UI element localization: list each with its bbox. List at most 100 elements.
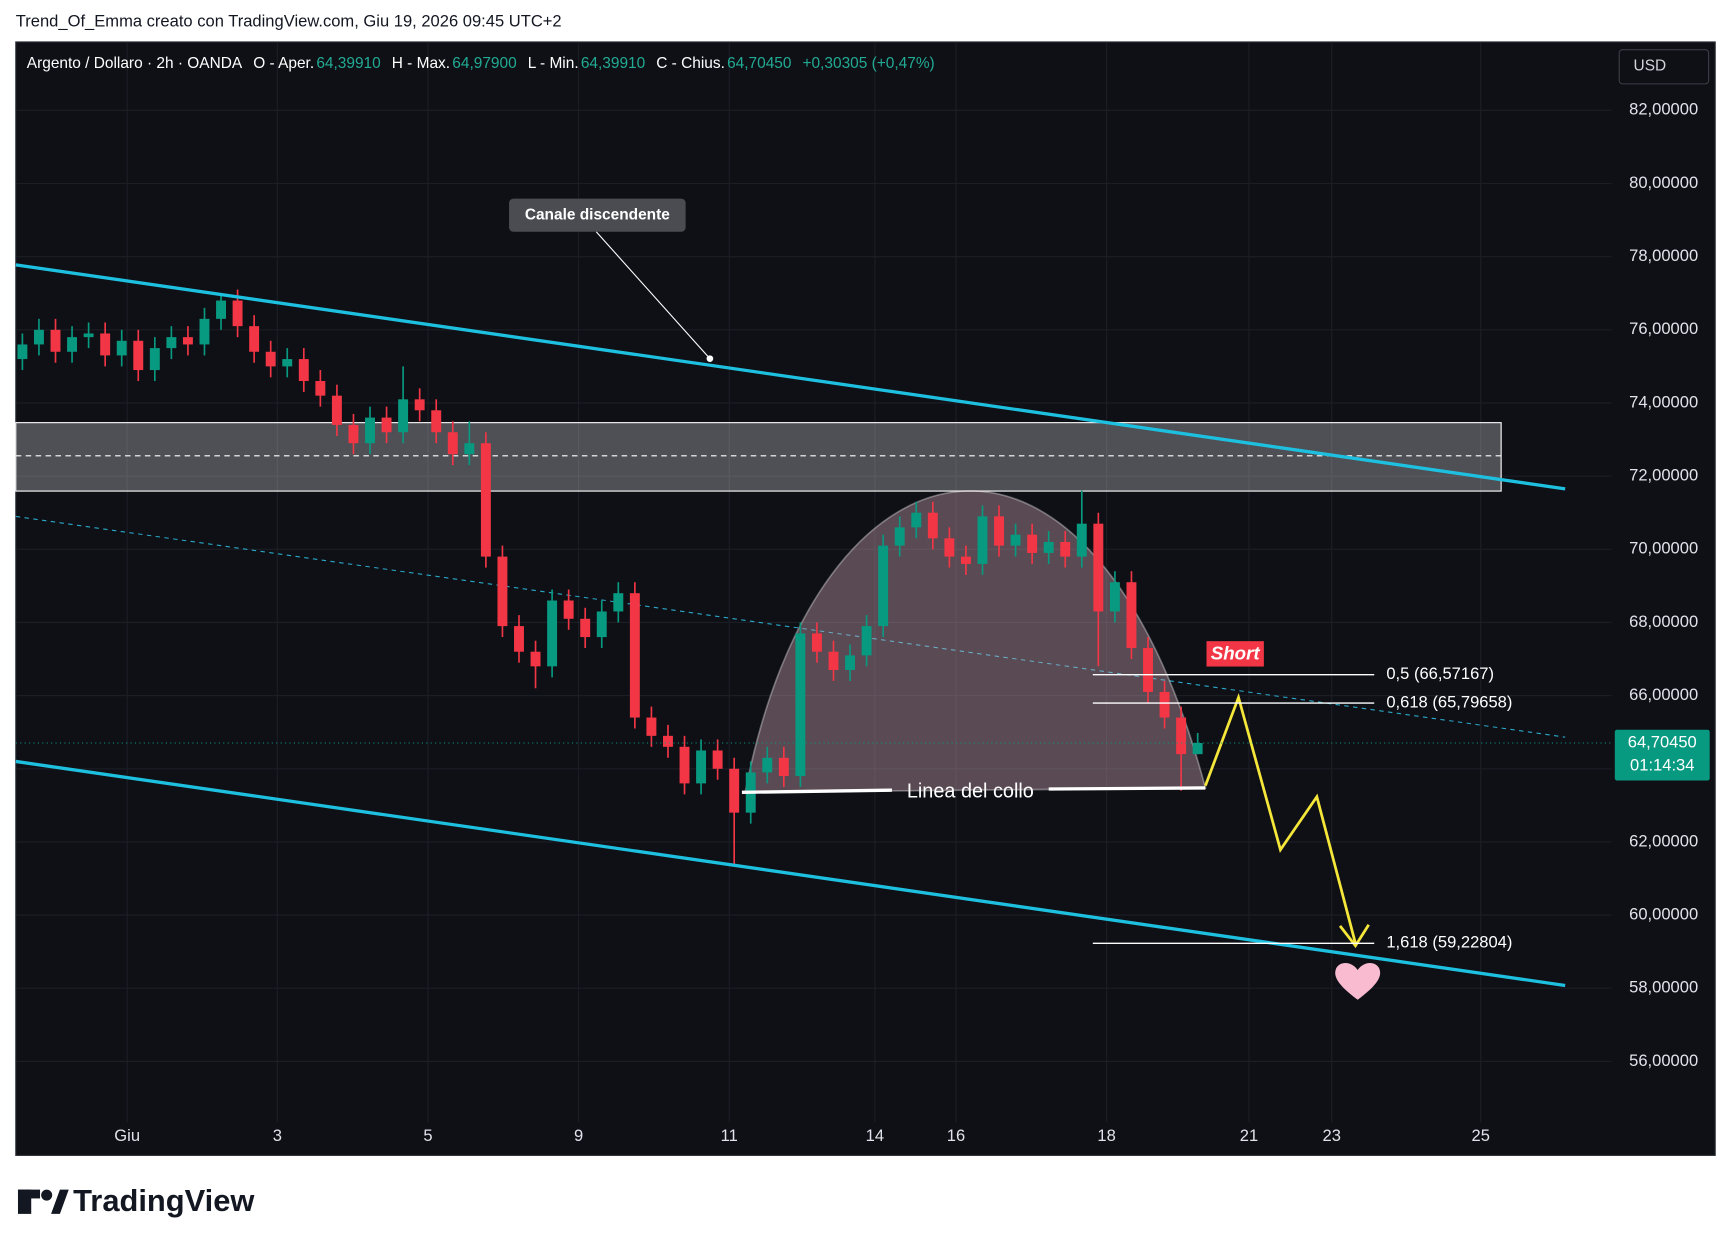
rounded-top xyxy=(744,490,1207,794)
candle-body xyxy=(282,359,293,367)
ohlc-value: 64,39910 xyxy=(581,55,645,72)
candle-body xyxy=(547,600,558,667)
candle-body xyxy=(1126,582,1137,649)
drawings xyxy=(15,422,1566,794)
ohlc-value: 64,97900 xyxy=(452,55,516,72)
candle-body xyxy=(133,340,144,371)
heart xyxy=(1335,962,1381,1000)
legend: Argento / Dollaro · 2h · OANDA O - Aper. 6… xyxy=(27,55,935,72)
projection-path xyxy=(1204,692,1357,944)
x-tick-label: 9 xyxy=(574,1126,583,1145)
chart-frame xyxy=(15,41,1716,1156)
y-tick-label: 82,00000 xyxy=(1629,100,1698,119)
candle-body xyxy=(629,593,640,718)
currency-button[interactable] xyxy=(1618,49,1710,85)
brand: TradingView xyxy=(73,1183,255,1218)
price-axis: 56,0000058,0000060,0000062,0000064,00000… xyxy=(15,100,1710,1145)
candle-body xyxy=(166,337,177,349)
change: +0,30305 (+0,47%) xyxy=(803,55,935,72)
y-tick-label: 70,00000 xyxy=(1629,539,1698,558)
candle-body xyxy=(100,333,111,356)
y-tick-label: 78,00000 xyxy=(1629,246,1698,265)
fib-levels: 0,5 (66,57167) 0,618 (65,79658) 1,618 (59,… xyxy=(1092,664,1512,952)
candle-body xyxy=(331,395,342,425)
currency[interactable]: USD xyxy=(1634,57,1667,74)
neckline xyxy=(741,788,893,794)
logo-part xyxy=(17,1189,41,1199)
signal-label: Short xyxy=(1211,642,1261,663)
candle-body xyxy=(696,750,707,784)
y-tick-label: 68,00000 xyxy=(1629,612,1698,631)
y-tick-label: 72,00000 xyxy=(1629,466,1698,485)
candle-body xyxy=(778,757,789,777)
y-tick-label: 66,00000 xyxy=(1629,685,1698,704)
last-price-tag xyxy=(1614,729,1710,781)
neckline-label: Linea del collo xyxy=(907,781,1034,803)
candle-body xyxy=(977,516,988,564)
caption: Trend_Of_Emma creato con TradingView.com… xyxy=(16,11,562,30)
candle-body xyxy=(811,633,822,652)
candle-body xyxy=(497,556,508,627)
x-tick-label: 3 xyxy=(273,1126,282,1145)
candle-body xyxy=(828,651,839,670)
candle-body xyxy=(994,516,1004,546)
candle-body xyxy=(1192,742,1203,755)
x-tick-label: 23 xyxy=(1323,1126,1341,1145)
candle-body xyxy=(348,424,359,444)
candle-body xyxy=(663,735,673,747)
candle-body xyxy=(1159,691,1170,718)
brand-logo xyxy=(17,1189,69,1214)
candle-body xyxy=(911,512,922,528)
candle-body xyxy=(464,443,475,455)
y-tick-label: 62,00000 xyxy=(1629,831,1698,850)
candle-body xyxy=(878,545,889,627)
ohlc-key: L - Min. xyxy=(528,55,579,72)
candle-body xyxy=(315,381,326,396)
x-tick-label: 5 xyxy=(423,1126,432,1145)
candle-body xyxy=(861,626,872,656)
symbol: Argento / Dollaro · 2h · OANDA xyxy=(27,55,243,72)
fib-label: 1,618 (59,22804) xyxy=(1386,933,1512,952)
candle-body xyxy=(67,337,78,352)
candle-body xyxy=(1109,582,1120,612)
candles xyxy=(17,289,1203,864)
candle-body xyxy=(447,432,458,455)
x-tick-label: 21 xyxy=(1240,1126,1258,1145)
fib-label: 0,5 (66,57167) xyxy=(1386,664,1494,683)
candle-body xyxy=(1093,523,1104,612)
candle-body xyxy=(199,318,210,345)
x-tick-label: 14 xyxy=(866,1126,884,1145)
candle-body xyxy=(381,417,392,433)
candle-body xyxy=(182,337,193,345)
candle-body xyxy=(679,746,690,784)
y-tick-label: 74,00000 xyxy=(1629,392,1698,411)
fib-label: 0,618 (65,79658) xyxy=(1386,692,1512,711)
candle-body xyxy=(116,340,127,356)
candle-body xyxy=(149,348,160,371)
ohlc-key: H - Max. xyxy=(392,55,450,72)
candle-body xyxy=(580,618,591,638)
candle-body xyxy=(646,717,657,736)
candle-body xyxy=(431,410,442,433)
countdown: 01:14:34 xyxy=(1630,756,1694,775)
channel-upper xyxy=(15,263,1566,491)
candle-body xyxy=(216,300,226,319)
candle-body xyxy=(33,329,44,345)
candle-body xyxy=(83,333,94,338)
candle-body xyxy=(1027,534,1038,553)
x-tick-label: 25 xyxy=(1472,1126,1490,1145)
projection-arrow xyxy=(1338,924,1370,949)
candle-body xyxy=(1060,541,1071,557)
y-tick-label: 80,00000 xyxy=(1629,173,1698,192)
candle-body xyxy=(729,768,740,813)
candle-body xyxy=(1043,541,1054,553)
candle-body xyxy=(50,329,61,352)
candle-body xyxy=(232,300,243,327)
candle-body xyxy=(960,556,971,564)
candle-body xyxy=(480,443,491,557)
x-tick-label: Giu xyxy=(114,1126,140,1145)
candle-body xyxy=(613,593,624,612)
candle-body xyxy=(712,750,723,769)
candle-body xyxy=(398,399,409,433)
